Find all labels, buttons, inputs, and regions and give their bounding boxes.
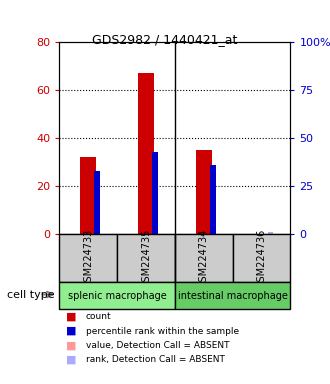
Text: rank, Detection Call = ABSENT: rank, Detection Call = ABSENT — [86, 355, 225, 364]
Bar — [196, 150, 212, 234]
Bar — [175, 282, 290, 309]
Bar — [59, 282, 175, 309]
Text: intestinal macrophage: intestinal macrophage — [178, 291, 287, 301]
Text: percentile rank within the sample: percentile rank within the sample — [86, 326, 239, 336]
Text: GSM224736: GSM224736 — [256, 228, 267, 288]
Text: GSM224733: GSM224733 — [83, 228, 93, 288]
Text: ■: ■ — [66, 354, 77, 364]
Text: count: count — [86, 312, 112, 321]
Bar — [210, 165, 215, 234]
Text: cell type: cell type — [7, 290, 54, 300]
Bar — [152, 152, 158, 234]
Text: GSM224735: GSM224735 — [141, 228, 151, 288]
Text: ■: ■ — [66, 326, 77, 336]
Bar — [59, 234, 117, 282]
Bar — [268, 232, 273, 234]
Bar — [175, 234, 233, 282]
Bar — [94, 171, 100, 234]
Text: ■: ■ — [66, 312, 77, 322]
Bar — [233, 234, 290, 282]
Text: ■: ■ — [66, 340, 77, 350]
Bar — [138, 73, 154, 234]
Text: value, Detection Call = ABSENT: value, Detection Call = ABSENT — [86, 341, 229, 350]
Bar — [117, 234, 175, 282]
Text: GSM224734: GSM224734 — [199, 228, 209, 288]
Bar — [80, 157, 96, 234]
Text: splenic macrophage: splenic macrophage — [68, 291, 167, 301]
Text: GDS2982 / 1440421_at: GDS2982 / 1440421_at — [92, 33, 238, 46]
